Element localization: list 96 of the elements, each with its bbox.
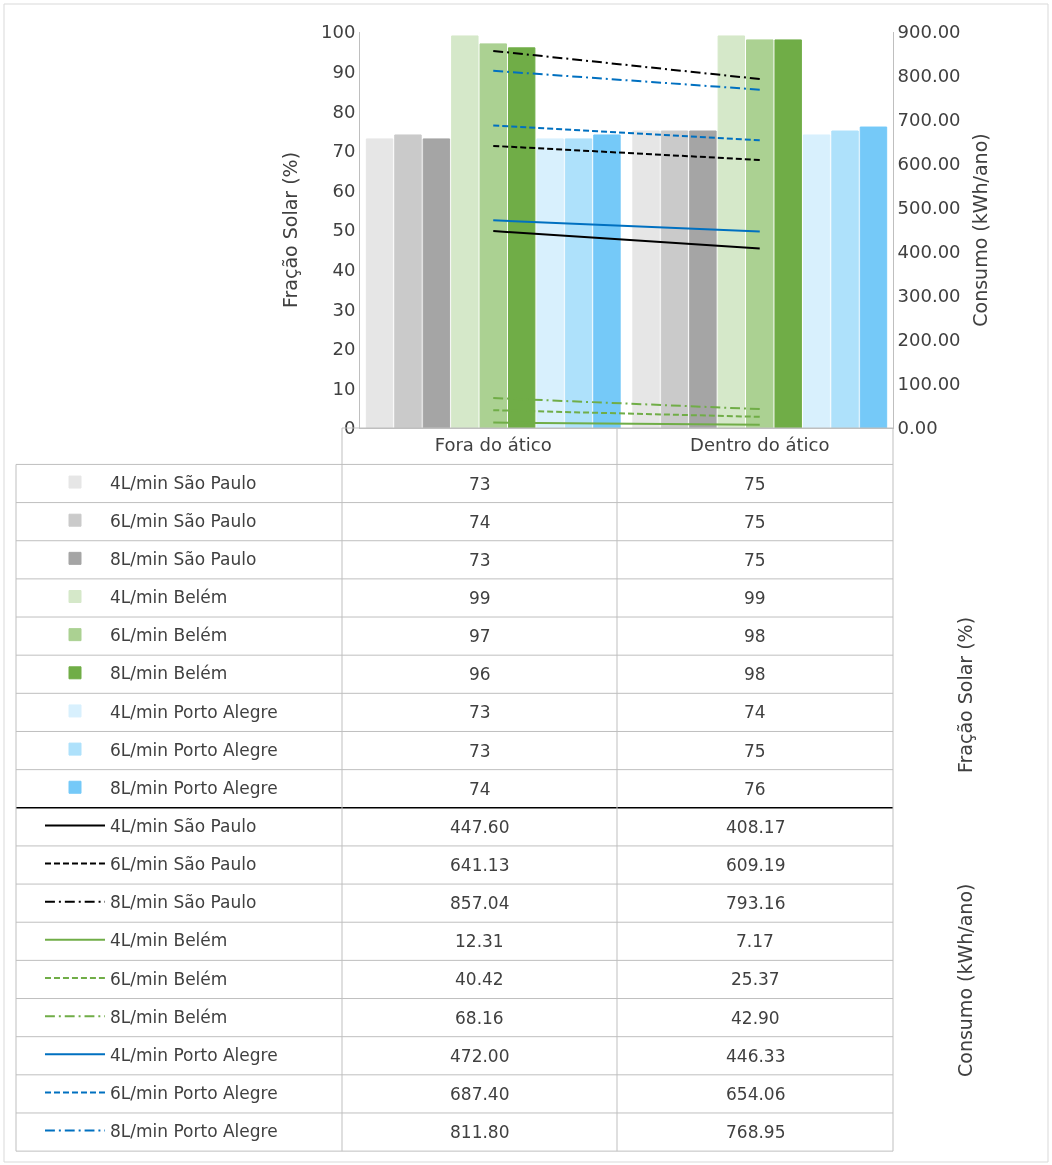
data-label: 76 [744, 779, 766, 799]
data-label: 75 [744, 474, 766, 494]
y2-tick-label: 600.00 [897, 153, 961, 175]
y-tick-label: 20 [332, 338, 356, 360]
bar [859, 126, 888, 428]
y2-tick-label: 900.00 [897, 21, 961, 43]
bar [774, 39, 802, 428]
bar [365, 138, 394, 428]
data-label: 97 [469, 626, 491, 646]
y-tick-label: 30 [332, 298, 356, 320]
data-label: 73 [469, 474, 491, 494]
data-label: 68.16 [455, 1008, 504, 1028]
y2-tick-label: 100.00 [897, 373, 961, 395]
data-label: 7.17 [736, 931, 774, 951]
bar [564, 138, 593, 428]
legend-label: 4L/min Porto Alegre [110, 1044, 278, 1065]
y-tick-label: 70 [332, 140, 356, 162]
data-label: 857.04 [450, 893, 510, 913]
legend-label: 8L/min Porto Alegre [110, 1121, 278, 1142]
y-tick-label: 80 [332, 100, 356, 122]
bar [479, 43, 507, 428]
data-label: 687.40 [450, 1084, 510, 1104]
legend-label: 8L/min Porto Alegre [110, 777, 278, 798]
y-tick-label: 100 [321, 21, 356, 43]
bar [451, 35, 479, 428]
y-tick-label: 0 [343, 417, 356, 439]
data-label: 446.33 [726, 1046, 786, 1066]
legend-label: 8L/min São Paulo [110, 548, 257, 569]
y2-tick-label: 500.00 [897, 197, 961, 219]
bar [717, 35, 746, 428]
y-axis-title: Fração Solar (%) [278, 151, 301, 309]
y2-tick-label: 800.00 [897, 65, 961, 87]
data-label: 75 [744, 741, 766, 761]
y-tick-label: 10 [332, 377, 356, 399]
legend-label: 4L/min Belém [110, 930, 228, 951]
data-label: 811.80 [450, 1122, 510, 1142]
data-label: 73 [469, 550, 491, 570]
data-label: 98 [744, 664, 766, 684]
data-label: 74 [744, 702, 766, 722]
data-label: 641.13 [450, 855, 510, 875]
data-label: 73 [469, 741, 491, 761]
y-tick-label: 60 [332, 179, 356, 201]
bar [632, 130, 660, 428]
y2-axis-title: Consumo (kWh/ano) [969, 133, 992, 327]
data-label: 99 [744, 588, 766, 608]
data-label: 75 [744, 512, 766, 532]
data-label: 99 [469, 588, 491, 608]
text: Fração Solar (%) [954, 616, 976, 773]
legend-label: 6L/min Belém [110, 625, 228, 646]
text: Consumo (kWh/ano) [954, 883, 976, 1077]
data-label: 96 [469, 664, 491, 684]
data-label: 472.00 [450, 1046, 510, 1066]
y2-tick-label: 700.00 [897, 109, 961, 131]
legend-label: 4L/min Belém [110, 587, 228, 608]
bar [422, 138, 451, 428]
data-label: 447.60 [450, 817, 510, 837]
data-label: 408.17 [726, 817, 786, 837]
x-tick-label: Fora do ático [434, 433, 552, 455]
data-label: 98 [744, 626, 766, 646]
bar [593, 134, 621, 428]
data-label: 768.95 [726, 1122, 786, 1142]
y2-tick-label: 400.00 [897, 241, 961, 263]
bar [831, 130, 859, 428]
bar [802, 134, 831, 428]
bar [536, 138, 564, 428]
y2-tick-label: 200.00 [897, 329, 961, 351]
legend-label: 8L/min Belém [110, 1006, 228, 1027]
legend-label: 8L/min São Paulo [110, 892, 257, 913]
data-label: 654.06 [726, 1084, 786, 1104]
data-label: 793.16 [726, 893, 786, 913]
data-label: 74 [469, 512, 491, 532]
y-tick-label: 50 [332, 219, 356, 241]
y-tick-label: 90 [332, 60, 356, 82]
legend-label: 6L/min Porto Alegre [110, 1083, 278, 1104]
bar [689, 130, 717, 428]
data-label: 74 [469, 779, 491, 799]
legend-label: 6L/min Porto Alegre [110, 739, 278, 760]
legend-label: 6L/min São Paulo [110, 510, 257, 531]
legend-label: 6L/min São Paulo [110, 854, 257, 875]
legend-label: 4L/min São Paulo [110, 472, 257, 493]
bar [746, 39, 774, 428]
data-label: 42.90 [731, 1008, 780, 1028]
data-label: 73 [469, 702, 491, 722]
data-label: 12.31 [455, 931, 504, 951]
data-label: 75 [744, 550, 766, 570]
x-tick-label: Dentro do ático [690, 433, 830, 455]
y2-tick-label: 300.00 [897, 285, 961, 307]
data-label: 25.37 [731, 969, 780, 989]
data-label: 40.42 [455, 969, 504, 989]
legend-label: 8L/min Belém [110, 663, 228, 684]
legend-label: 4L/min Porto Alegre [110, 701, 278, 722]
y2-tick-label: 0.00 [897, 417, 938, 439]
legend-label: 4L/min São Paulo [110, 816, 257, 837]
legend-label: 6L/min Belém [110, 968, 228, 989]
y-tick-label: 40 [332, 258, 356, 280]
data-label: 609.19 [726, 855, 786, 875]
